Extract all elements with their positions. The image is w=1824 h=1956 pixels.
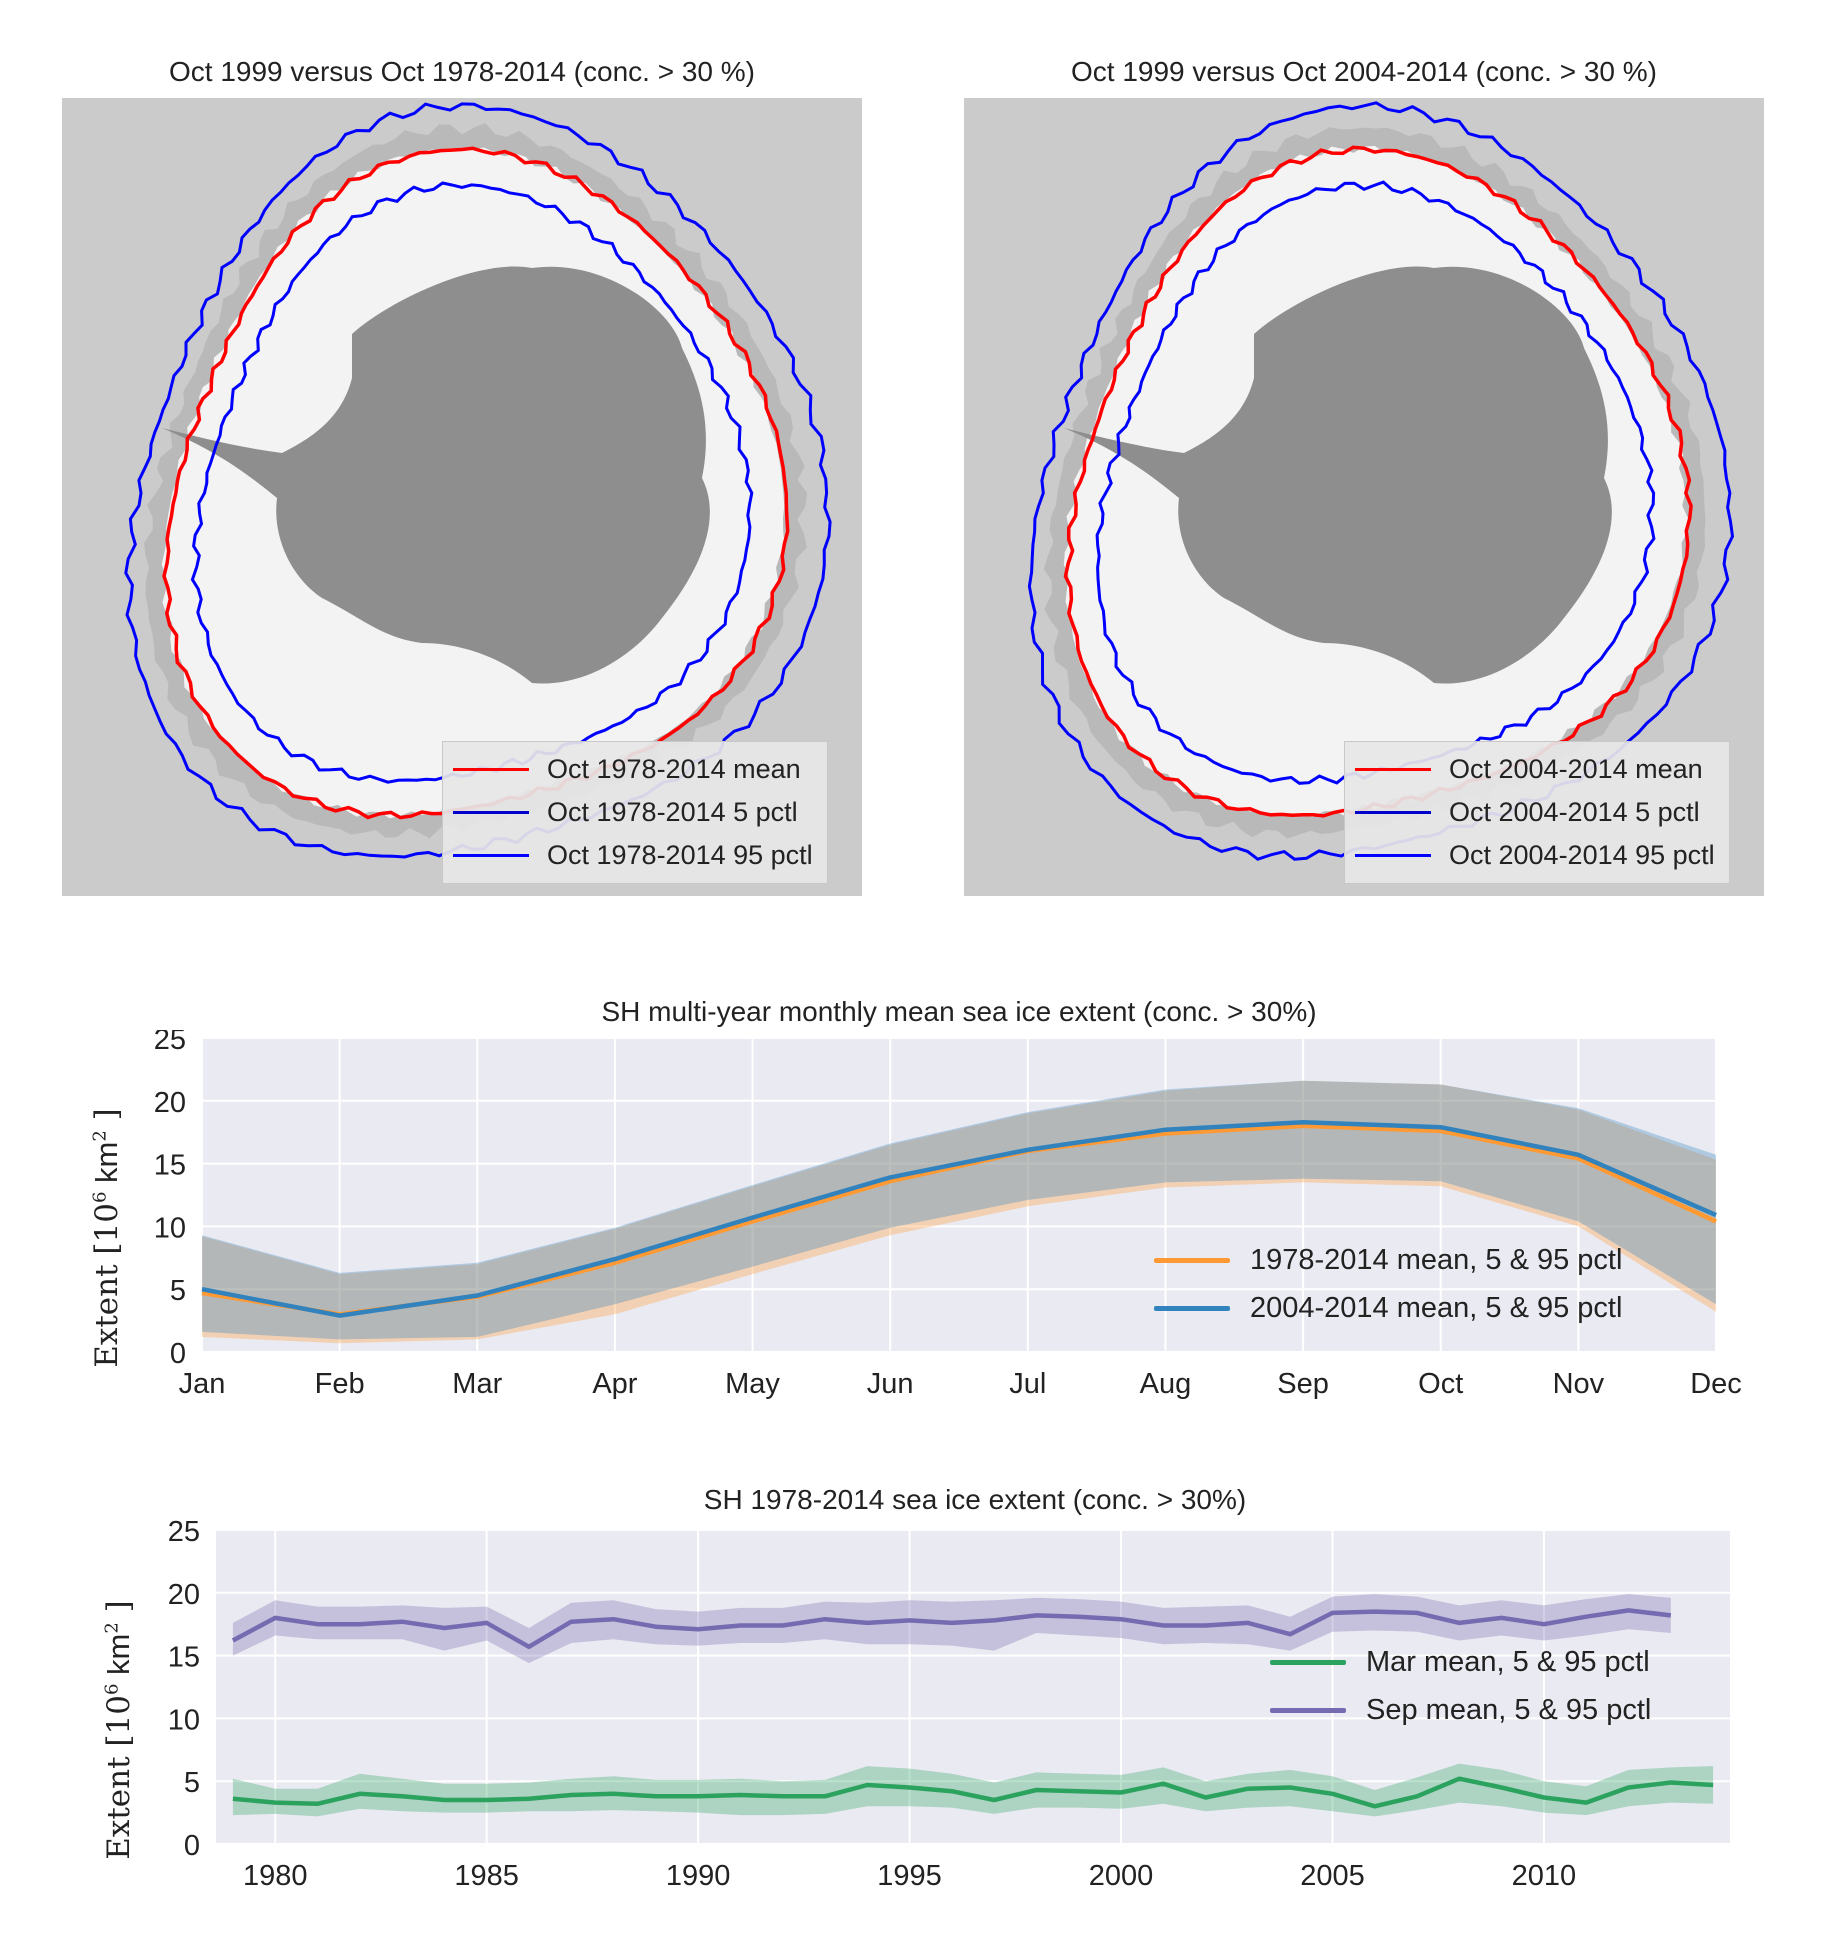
chart1-xtick-2: Mar <box>452 1368 502 1400</box>
map1-legend-p95-swatch <box>453 854 529 857</box>
chart1-ytick-1: 5 <box>170 1275 186 1307</box>
map1-legend-p5-swatch <box>453 811 529 814</box>
chart1-xtick-7: Aug <box>1140 1368 1192 1400</box>
chart1: 0 5 10 15 20 25 Jan Feb Mar Apr May Jun Jul Aug Sep Oct… <box>0 1024 1824 1425</box>
map2-legend-mean-label: Oct 2004-2014 mean <box>1449 754 1703 784</box>
map1-legend-p95: Oct 1978-2014 95 pctl <box>453 834 813 877</box>
chart1-xtick-10: Nov <box>1553 1368 1605 1400</box>
map1-legend-p5: Oct 1978-2014 5 pctl <box>453 791 813 834</box>
map2-legend-mean: Oct 2004-2014 mean <box>1355 748 1715 791</box>
chart2-xtick-4: 2000 <box>1089 1860 1154 1892</box>
map1-title: Oct 1999 versus Oct 1978-2014 (conc. > 3… <box>169 56 755 87</box>
chart2-xtick-6: 2010 <box>1512 1860 1577 1892</box>
chart2-legend-label-sep: Sep mean, 5 & 95 pctl <box>1366 1693 1652 1726</box>
chart1-legend: 1978-2014 mean, 5 & 95 pctl 2004-2014 me… <box>1154 1236 1622 1332</box>
chart2-ytick-3: 15 <box>168 1642 200 1674</box>
map1-legend-p95-label: Oct 1978-2014 95 pctl <box>547 840 813 870</box>
map1-panel: Oct 1978-2014 mean Oct 1978-2014 5 pctl … <box>62 98 862 896</box>
chart1-xtick-4: May <box>725 1368 780 1400</box>
map2-legend-p95: Oct 2004-2014 95 pctl <box>1355 834 1715 877</box>
chart2-legend-label-mar: Mar mean, 5 & 95 pctl <box>1366 1645 1650 1678</box>
chart1-xtick-3: Apr <box>592 1368 637 1400</box>
map1-canvas <box>62 98 862 896</box>
chart2-plot-area <box>216 1530 1730 1844</box>
chart1-title: SH multi-year monthly mean sea ice exten… <box>601 996 1317 1027</box>
map2-legend-p95-label: Oct 2004-2014 95 pctl <box>1449 840 1715 870</box>
map1-p5-contour <box>190 181 754 784</box>
chart2-xtick-3: 1995 <box>877 1860 942 1892</box>
map2-legend-p95-swatch <box>1355 854 1431 857</box>
chart1-ytick-4: 20 <box>154 1087 186 1119</box>
chart1-svg: 0 5 10 15 20 25 Jan Feb Mar Apr May Jun Jul Aug Sep Oct… <box>154 1024 1742 1400</box>
chart1-ytick-3: 15 <box>154 1150 186 1182</box>
chart2-legend-item-mar: Mar mean, 5 & 95 pctl <box>1270 1638 1651 1686</box>
chart1-legend-swatch-2004 <box>1154 1305 1230 1311</box>
map2-legend-p5-swatch <box>1355 811 1431 814</box>
chart1-band-1 <box>202 1080 1716 1340</box>
chart1-xtick-9: Oct <box>1418 1368 1463 1400</box>
map2-antarctica-land <box>1064 266 1612 684</box>
chart2-xtick-1: 1985 <box>454 1860 519 1892</box>
chart2-legend-item-sep: Sep mean, 5 & 95 pctl <box>1270 1686 1651 1734</box>
chart2-ytick-4: 20 <box>168 1579 200 1611</box>
chart2-legend-swatch-sep <box>1270 1707 1346 1713</box>
map1-legend-mean-label: Oct 1978-2014 mean <box>547 754 801 784</box>
chart1-ytick-2: 10 <box>154 1212 186 1244</box>
chart1-ytick-5: 25 <box>154 1030 186 1056</box>
chart1-xtick-1: Feb <box>315 1368 365 1400</box>
chart1-xtick-5: Jun <box>867 1368 914 1400</box>
chart1-ytick-0: 0 <box>170 1338 186 1370</box>
chart2-band-0 <box>232 1763 1714 1817</box>
map2-p5-contour <box>1095 180 1656 785</box>
chart2-xtick-2: 1990 <box>666 1860 731 1892</box>
chart2-ytick-2: 10 <box>168 1704 200 1736</box>
chart1-xtick-0: Jan <box>179 1368 226 1400</box>
map2-legend: Oct 2004-2014 mean Oct 2004-2014 5 pctl … <box>1344 741 1730 884</box>
chart1-legend-label-1978: 1978-2014 mean, 5 & 95 pctl <box>1250 1243 1623 1276</box>
map1-legend-mean: Oct 1978-2014 mean <box>453 748 813 791</box>
chart2-ytick-1: 5 <box>184 1767 200 1799</box>
chart2-mean-line-0 <box>232 1776 1714 1809</box>
chart2-legend: Mar mean, 5 & 95 pctl Sep mean, 5 & 95 p… <box>1270 1638 1651 1734</box>
chart2-band-1 <box>232 1594 1671 1664</box>
chart1-legend-item-2004: 2004-2014 mean, 5 & 95 pctl <box>1154 1284 1622 1332</box>
map2-title: Oct 1999 versus Oct 2004-2014 (conc. > 3… <box>1071 56 1657 87</box>
chart2-ytick-5: 25 <box>168 1518 200 1548</box>
chart2-xtick-0: 1980 <box>243 1860 308 1892</box>
map2-legend-p5-label: Oct 2004-2014 5 pctl <box>1449 797 1700 827</box>
chart2-xtick-5: 2005 <box>1300 1860 1365 1892</box>
map2-legend-mean-swatch <box>1355 768 1431 771</box>
map1-legend-p5-label: Oct 1978-2014 5 pctl <box>547 797 798 827</box>
chart1-xtick-6: Jul <box>1009 1368 1046 1400</box>
chart2-legend-swatch-mar <box>1270 1659 1346 1665</box>
map2-legend-p5: Oct 2004-2014 5 pctl <box>1355 791 1715 834</box>
chart2: 0 5 10 15 20 25 1980 1985 1990 1995 2000 2005 2010 <box>0 1516 1824 1923</box>
map1-antarctica-land <box>162 266 710 684</box>
chart2-mean-line-1 <box>231 1608 1672 1650</box>
chart1-mean-line-1 <box>201 1119 1717 1318</box>
chart1-xtick-8: Sep <box>1277 1368 1329 1400</box>
chart2-title: SH 1978-2014 sea ice extent (conc. > 30%… <box>703 1484 1247 1515</box>
chart1-xtick-11: Dec <box>1690 1368 1742 1400</box>
chart1-legend-swatch-1978 <box>1154 1257 1230 1263</box>
chart2-ytick-0: 0 <box>184 1830 200 1862</box>
map1-legend: Oct 1978-2014 mean Oct 1978-2014 5 pctl … <box>442 741 828 884</box>
chart1-band-0 <box>202 1080 1716 1344</box>
chart2-svg: 0 5 10 15 20 25 1980 1985 1990 1995 2000 2005 2010 <box>168 1516 1730 1892</box>
chart1-legend-label-2004: 2004-2014 mean, 5 & 95 pctl <box>1250 1291 1623 1324</box>
map2-panel: Oct 2004-2014 mean Oct 2004-2014 5 pctl … <box>964 98 1764 896</box>
map1-legend-mean-swatch <box>453 768 529 771</box>
chart1-legend-item-1978: 1978-2014 mean, 5 & 95 pctl <box>1154 1236 1622 1284</box>
